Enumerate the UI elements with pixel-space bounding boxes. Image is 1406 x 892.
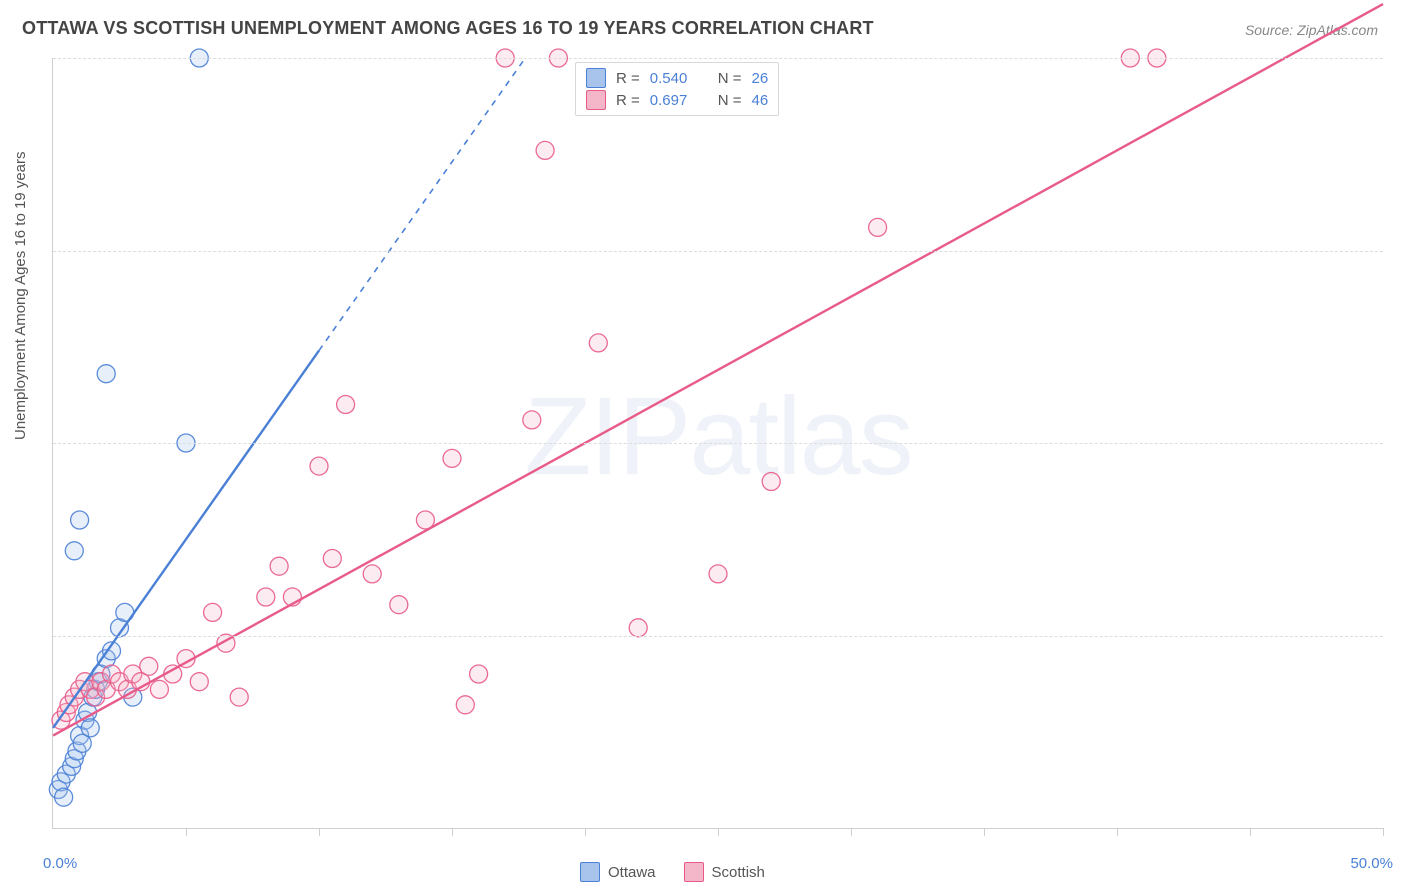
data-point: [204, 603, 222, 621]
x-tick: [186, 828, 187, 836]
data-point: [470, 665, 488, 683]
stats-legend-row: R = 0.540 N = 26: [586, 67, 768, 89]
data-point: [589, 334, 607, 352]
data-point: [536, 141, 554, 159]
legend-item: Ottawa: [580, 862, 656, 882]
legend-label: Scottish: [712, 864, 765, 881]
data-point: [709, 565, 727, 583]
data-point: [869, 218, 887, 236]
n-label: N =: [718, 92, 742, 109]
data-point: [363, 565, 381, 583]
series-legend: Ottawa Scottish: [580, 862, 765, 882]
x-tick: [718, 828, 719, 836]
x-max-label: 50.0%: [1350, 855, 1393, 872]
trend-line-extrapolated: [319, 58, 525, 351]
data-point: [523, 411, 541, 429]
data-point: [270, 557, 288, 575]
data-point: [190, 673, 208, 691]
data-point: [150, 680, 168, 698]
chart-title: OTTAWA VS SCOTTISH UNEMPLOYMENT AMONG AG…: [22, 18, 874, 39]
legend-item: Scottish: [684, 862, 765, 882]
x-tick: [851, 828, 852, 836]
data-point: [55, 788, 73, 806]
data-point: [81, 719, 99, 737]
r-value: 0.540: [650, 70, 700, 87]
gridline: [53, 443, 1383, 444]
trend-line: [53, 351, 319, 728]
legend-swatch: [586, 90, 606, 110]
data-point: [71, 511, 89, 529]
x-min-label: 0.0%: [43, 855, 77, 872]
r-label: R =: [616, 92, 640, 109]
data-point: [323, 550, 341, 568]
data-point: [97, 365, 115, 383]
source-attribution: Source: ZipAtlas.com: [1245, 22, 1378, 38]
x-tick: [452, 828, 453, 836]
data-point: [140, 657, 158, 675]
gridline: [53, 636, 1383, 637]
legend-swatch: [684, 862, 704, 882]
stats-legend-row: R = 0.697 N = 46: [586, 89, 768, 111]
x-tick: [585, 828, 586, 836]
data-point: [390, 596, 408, 614]
r-value: 0.697: [650, 92, 700, 109]
data-point: [65, 542, 83, 560]
n-value: 46: [752, 92, 769, 109]
x-tick: [319, 828, 320, 836]
r-label: R =: [616, 70, 640, 87]
data-point: [257, 588, 275, 606]
data-point: [629, 619, 647, 637]
y-axis-label: Unemployment Among Ages 16 to 19 years: [12, 151, 29, 440]
x-tick: [1383, 828, 1384, 836]
legend-swatch: [580, 862, 600, 882]
data-point: [762, 473, 780, 491]
gridline: [53, 251, 1383, 252]
x-tick: [1250, 828, 1251, 836]
x-tick: [1117, 828, 1118, 836]
data-point: [310, 457, 328, 475]
data-point: [456, 696, 474, 714]
legend-swatch: [586, 68, 606, 88]
n-label: N =: [718, 70, 742, 87]
data-point: [443, 449, 461, 467]
data-point: [337, 396, 355, 414]
data-point: [230, 688, 248, 706]
plot-area: ZIPatlas 25.0%50.0%75.0%100.0%0.0%50.0%: [52, 58, 1383, 829]
gridline: [53, 58, 1383, 59]
n-value: 26: [752, 70, 769, 87]
stats-legend: R = 0.540 N = 26 R = 0.697 N = 46: [575, 62, 779, 116]
x-tick: [984, 828, 985, 836]
legend-label: Ottawa: [608, 864, 656, 881]
